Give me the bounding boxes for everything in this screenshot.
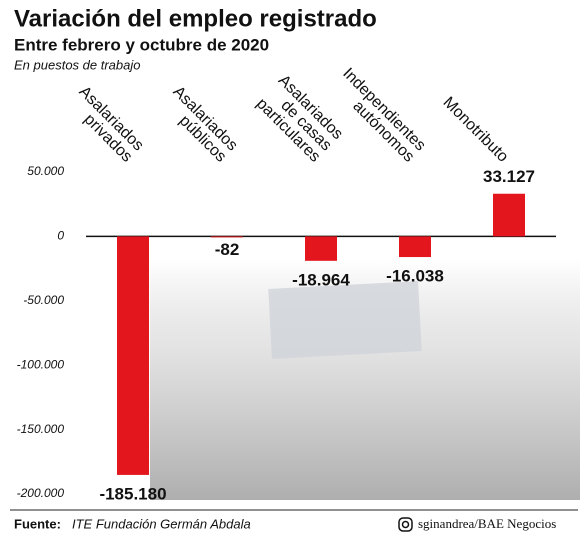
- credit: sginandrea/BAE Negocios: [418, 516, 556, 531]
- x-tick-label: Asalariadosprivados: [64, 83, 146, 165]
- value-label: -16.038: [386, 267, 444, 286]
- x-tick-label: Independientesautónomos: [328, 65, 429, 166]
- chart-title: Variación del empleo registrado: [14, 5, 377, 32]
- y-tick-label: -200.000: [17, 486, 65, 500]
- x-tick-label: Asalariadosde casasparticulares: [252, 72, 346, 166]
- y-tick-label: -100.000: [17, 357, 65, 371]
- value-label: -18.964: [292, 270, 350, 289]
- y-tick-label: 50.000: [27, 164, 64, 178]
- chart-subtitle: Entre febrero y octubre de 2020: [14, 35, 269, 54]
- bar: [211, 236, 243, 238]
- y-tick-label: 0: [57, 229, 64, 243]
- source: ITE Fundación Germán Abdala: [72, 516, 251, 531]
- x-tick-label: Asalariadospúblicos: [158, 83, 240, 165]
- bar: [493, 193, 525, 237]
- bar: [305, 236, 337, 261]
- value-label: -82: [215, 240, 240, 259]
- value-label: -185.180: [99, 484, 166, 503]
- x-tick-label-line: Monotributo: [439, 94, 511, 166]
- instagram-icon-lens: [401, 520, 410, 529]
- bar: [117, 236, 149, 475]
- value-label: 33.127: [483, 167, 535, 186]
- instagram-icon: [398, 517, 413, 532]
- y-tick-label: -50.000: [23, 293, 64, 307]
- x-tick-label: Monotributo: [439, 94, 511, 166]
- source-label: Fuente:: [14, 516, 61, 531]
- y-axis-label: En puestos de trabajo: [14, 57, 140, 72]
- y-tick-label: -150.000: [17, 422, 65, 436]
- photo-sign: [268, 281, 422, 359]
- bar: [399, 236, 431, 258]
